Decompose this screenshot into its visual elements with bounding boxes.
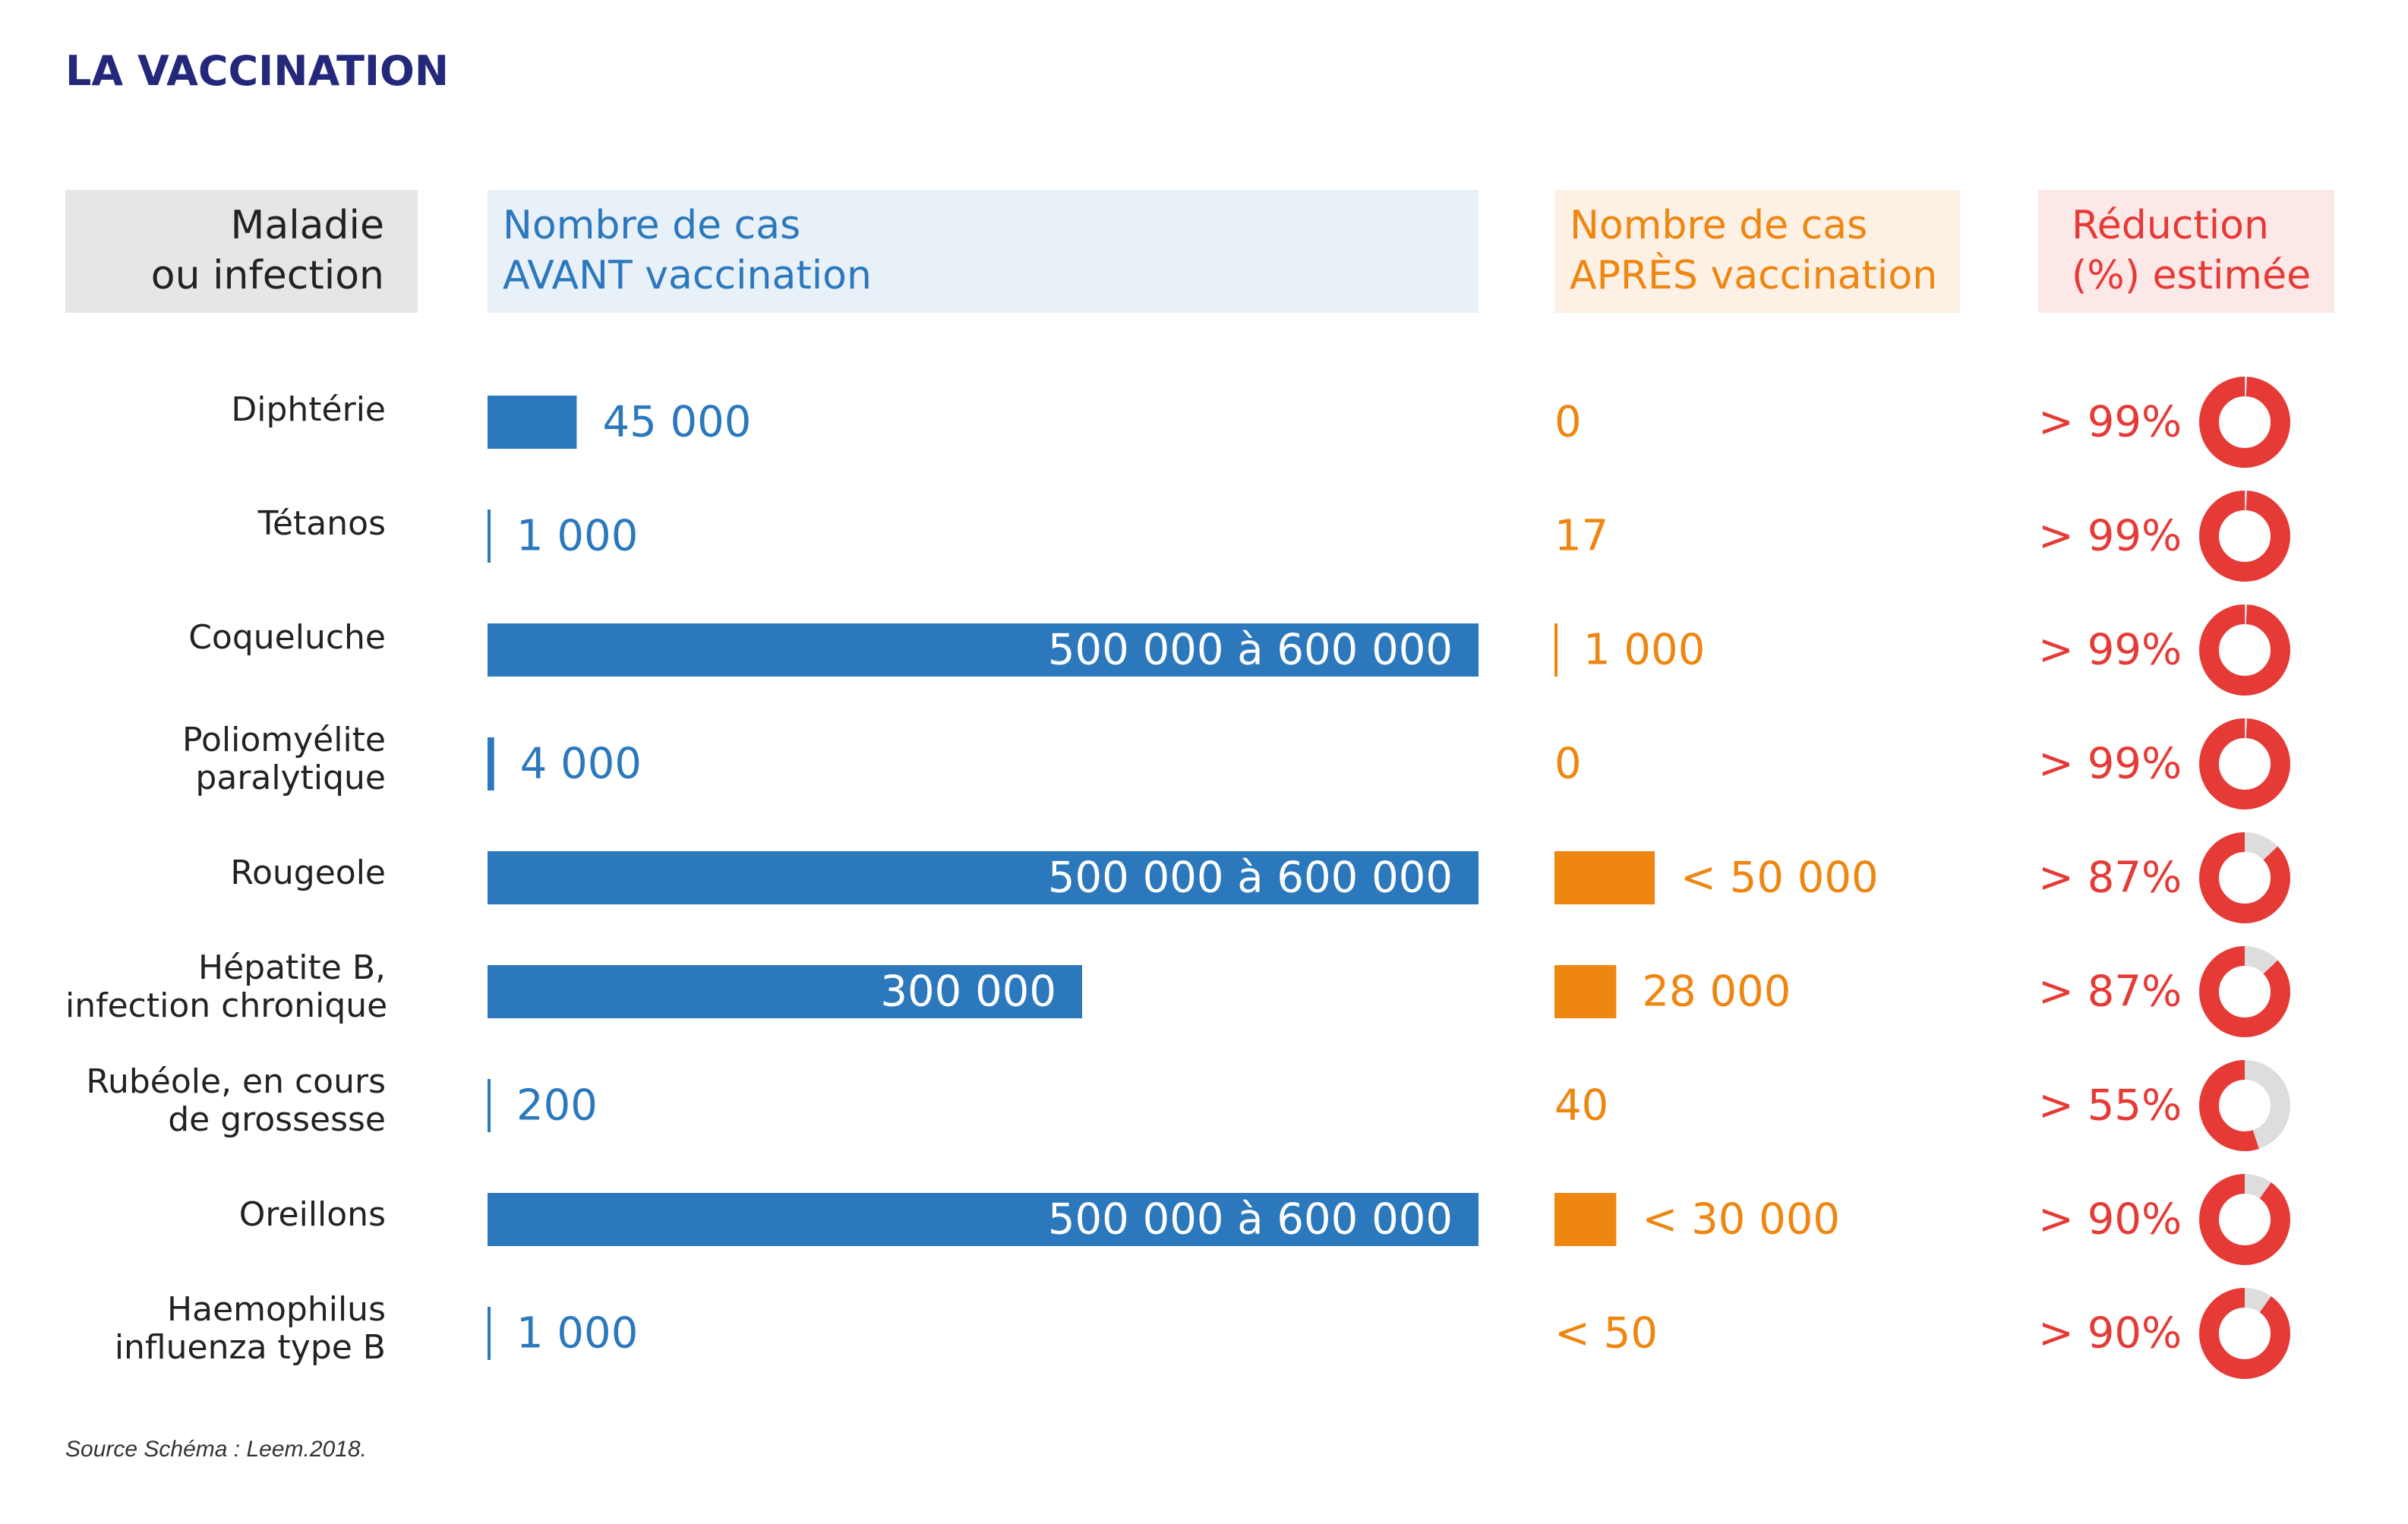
reduction-value-label: > 99% (2038, 512, 2182, 561)
disease-label-line: influenza type B (114, 1328, 386, 1367)
disease-label: Oreillons (65, 1196, 386, 1234)
disease-label: Tétanos (65, 505, 386, 543)
disease-label: Poliomyélite paralytique (65, 721, 386, 797)
disease-label-line: Tétanos (257, 504, 386, 543)
page-title: LA VACCINATION (65, 47, 450, 95)
reduction-value-label: > 99% (2038, 398, 2182, 447)
disease-label-line: paralytique (195, 759, 386, 797)
disease-label-line: infection chronique (65, 986, 388, 1025)
header-disease-line1: Maladie (230, 203, 385, 248)
before-bar (488, 1307, 491, 1360)
after-bar (1554, 851, 1655, 904)
disease-label-line: Haemophilus (167, 1290, 386, 1329)
header-reduction-line1: Réduction (2072, 203, 2269, 248)
reduction-value-label: > 87% (2038, 967, 2182, 1017)
donut-reduction (2199, 1288, 2290, 1379)
after-bar (1554, 965, 1617, 1018)
before-value-label: 4 000 (520, 740, 642, 789)
disease-label-line: Rubéole, en cours (86, 1062, 386, 1101)
reduction-value-label: > 87% (2038, 854, 2182, 903)
after-value-label: < 30 000 (1642, 1195, 1840, 1245)
header-disease: Maladie ou infection (65, 190, 418, 313)
donut-reduction (2199, 1060, 2290, 1151)
donut-reduction (2199, 491, 2290, 582)
disease-label-line: Oreillons (238, 1195, 386, 1234)
donut-reduction (2199, 377, 2290, 468)
disease-label: Hépatite B, infection chronique (65, 948, 388, 1025)
donut-reduction (2199, 718, 2290, 809)
before-bar (488, 1193, 1479, 1246)
before-bar (488, 396, 577, 449)
header-after: Nombre de cas APRÈS vaccination (1554, 190, 1960, 313)
before-bar (488, 737, 494, 790)
before-bar (488, 1079, 491, 1132)
before-value-label: 45 000 (602, 398, 751, 447)
disease-label: Rougeole (65, 854, 386, 892)
disease-label-line: Hépatite B, (197, 948, 386, 987)
after-value-label: 0 (1554, 398, 1582, 447)
donut-reduction (2199, 604, 2290, 696)
header-after-line1: Nombre de cas (1570, 203, 1868, 248)
before-value-label: 1 000 (516, 512, 638, 561)
header-reduction-line2: (%) estimée (2072, 253, 2312, 298)
reduction-value-label: > 90% (2038, 1195, 2182, 1245)
before-value-label: 1 000 (516, 1309, 638, 1358)
disease-label: Diphtérie (65, 391, 386, 429)
reduction-value-label: > 99% (2038, 740, 2182, 789)
donut-reduction (2199, 946, 2290, 1037)
disease-label-line: Rougeole (230, 854, 386, 892)
before-bar (488, 965, 1082, 1018)
after-value-label: 40 (1554, 1081, 1608, 1131)
after-value-label: < 50 000 (1681, 854, 1879, 903)
after-bar (1554, 623, 1557, 677)
before-value-label: 300 000 (880, 967, 1056, 1017)
disease-label: Coqueluche (65, 619, 386, 657)
disease-label: Rubéole, en cours de grossesse (65, 1063, 386, 1139)
after-value-label: 0 (1554, 740, 1582, 789)
reduction-value-label: > 55% (2038, 1081, 2182, 1131)
before-bar (488, 510, 491, 563)
disease-label-line: de grossesse (168, 1100, 386, 1139)
header-disease-line2: ou infection (150, 253, 384, 298)
header-before-line2: AVANT vaccination (503, 253, 872, 298)
disease-label-line: Poliomyélite (182, 721, 386, 759)
before-value-label: 500 000 à 600 000 (1048, 854, 1453, 903)
before-bar (488, 623, 1479, 677)
reduction-value-label: > 99% (2038, 626, 2182, 675)
after-bar (1554, 1193, 1617, 1246)
before-value-label: 500 000 à 600 000 (1048, 626, 1453, 675)
after-value-label: 1 000 (1583, 626, 1705, 675)
disease-label: Haemophilus influenza type B (65, 1291, 386, 1367)
after-value-label: < 50 (1554, 1309, 1658, 1358)
header-before: Nombre de cas AVANT vaccination (488, 190, 1479, 313)
header-before-line1: Nombre de cas (503, 203, 801, 248)
reduction-value-label: > 90% (2038, 1309, 2182, 1358)
disease-label-line: Coqueluche (188, 618, 386, 657)
donut-reduction (2199, 832, 2290, 923)
source-note: Source Schéma : Leem.2018. (65, 1437, 367, 1462)
after-value-label: 28 000 (1642, 967, 1791, 1017)
header-after-line2: APRÈS vaccination (1570, 253, 1938, 298)
after-value-label: 17 (1554, 512, 1608, 561)
before-bar (488, 851, 1479, 904)
before-value-label: 500 000 à 600 000 (1048, 1195, 1453, 1245)
header-reduction: Réduction (%) estimée (2038, 190, 2334, 313)
donut-reduction (2199, 1174, 2290, 1265)
before-value-label: 200 (516, 1081, 598, 1131)
disease-label-line: Diphtérie (231, 390, 386, 429)
